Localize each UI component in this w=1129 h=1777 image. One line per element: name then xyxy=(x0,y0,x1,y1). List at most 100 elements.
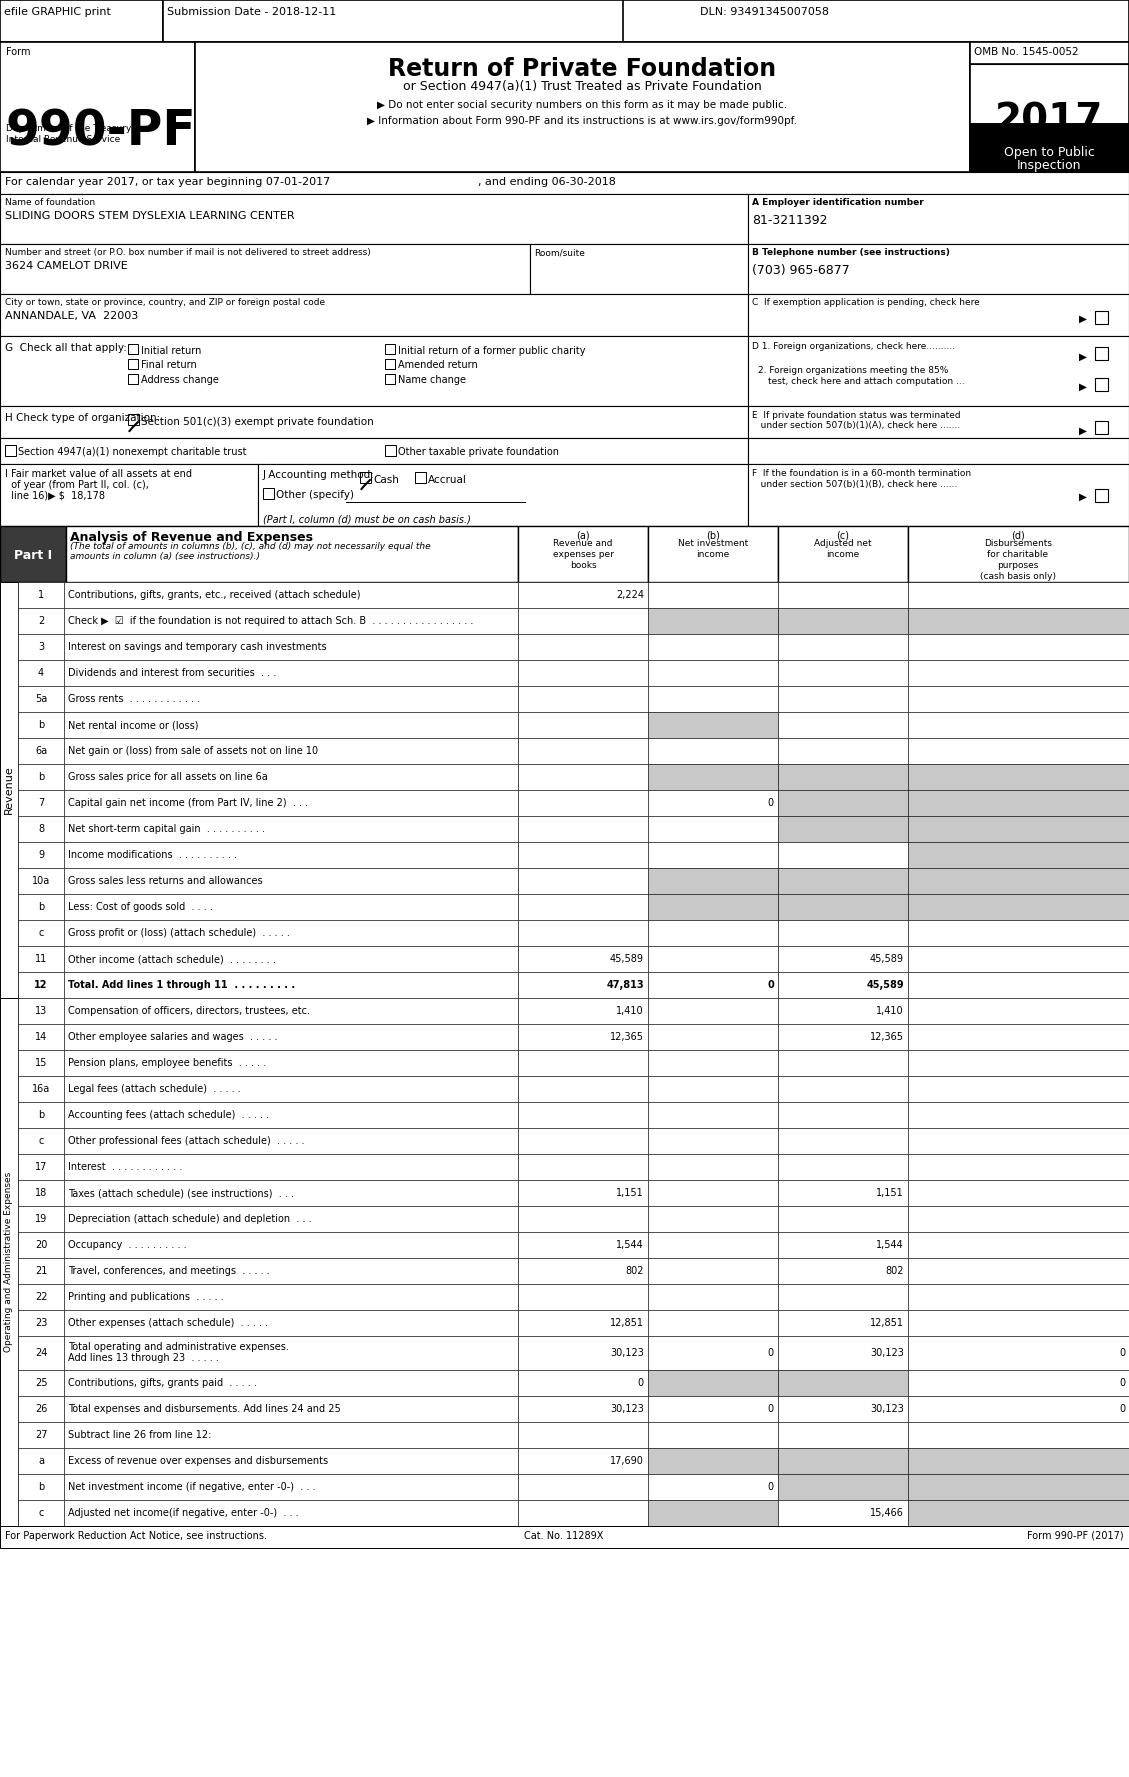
Bar xyxy=(648,842,778,867)
Bar xyxy=(64,1473,518,1500)
Bar xyxy=(0,194,749,243)
Text: Capital gain net income (from Part IV, line 2)  . . .: Capital gain net income (from Part IV, l… xyxy=(68,798,308,809)
Text: test, check here and attach computation ...: test, check here and attach computation … xyxy=(768,377,964,386)
Bar xyxy=(908,737,1129,764)
Text: Travel, conferences, and meetings  . . . . .: Travel, conferences, and meetings . . . … xyxy=(68,1265,270,1276)
Bar xyxy=(908,764,1129,791)
Text: of year (from Part II, col. (c),: of year (from Part II, col. (c), xyxy=(5,480,149,490)
Text: DLN: 93491345007058: DLN: 93491345007058 xyxy=(700,7,829,18)
Bar xyxy=(18,1336,64,1370)
Text: 12,851: 12,851 xyxy=(610,1319,644,1327)
Text: income: income xyxy=(697,551,729,560)
Bar xyxy=(18,894,64,920)
Text: Section 4947(a)(1) nonexempt charitable trust: Section 4947(a)(1) nonexempt charitable … xyxy=(18,448,246,457)
Bar xyxy=(18,1448,64,1473)
Bar xyxy=(648,608,778,634)
Text: Other income (attach schedule)  . . . . . . . .: Other income (attach schedule) . . . . .… xyxy=(68,954,275,963)
Bar xyxy=(518,608,648,634)
Bar xyxy=(18,737,64,764)
Bar xyxy=(18,1207,64,1231)
Bar xyxy=(778,1422,908,1448)
Bar xyxy=(908,972,1129,999)
Bar xyxy=(908,1397,1129,1422)
Bar xyxy=(648,867,778,894)
Text: 990-PF: 990-PF xyxy=(5,107,195,155)
Text: F  If the foundation is in a 60-month termination: F If the foundation is in a 60-month ter… xyxy=(752,469,971,478)
Bar xyxy=(778,1231,908,1258)
Bar xyxy=(970,64,1129,124)
Text: (c): (c) xyxy=(837,530,849,540)
Text: b: b xyxy=(38,903,44,912)
Bar xyxy=(778,1336,908,1370)
Text: 802: 802 xyxy=(885,1265,904,1276)
Text: 1,151: 1,151 xyxy=(876,1189,904,1198)
Text: Net investment: Net investment xyxy=(677,538,749,547)
Bar xyxy=(908,816,1129,842)
Bar xyxy=(518,816,648,842)
Bar xyxy=(64,1397,518,1422)
Text: B Telephone number (see instructions): B Telephone number (see instructions) xyxy=(752,249,949,258)
Bar xyxy=(18,764,64,791)
Bar xyxy=(648,1500,778,1526)
Bar xyxy=(648,1473,778,1500)
Text: amounts in column (a) (see instructions).): amounts in column (a) (see instructions)… xyxy=(70,553,260,562)
Text: ▶ Do not enter social security numbers on this form as it may be made public.: ▶ Do not enter social security numbers o… xyxy=(377,100,787,110)
Text: Compensation of officers, directors, trustees, etc.: Compensation of officers, directors, tru… xyxy=(68,1006,310,1016)
Bar xyxy=(908,1336,1129,1370)
Text: Revenue: Revenue xyxy=(5,766,14,814)
Bar xyxy=(360,473,371,483)
Text: ANNANDALE, VA  22003: ANNANDALE, VA 22003 xyxy=(5,311,138,322)
Text: 24: 24 xyxy=(35,1349,47,1358)
Bar xyxy=(908,1050,1129,1077)
Bar xyxy=(64,791,518,816)
Text: or Section 4947(a)(1) Trust Treated as Private Foundation: or Section 4947(a)(1) Trust Treated as P… xyxy=(403,80,761,92)
Bar xyxy=(0,437,749,464)
Text: 18: 18 xyxy=(35,1189,47,1198)
Bar xyxy=(908,1448,1129,1473)
Bar xyxy=(18,1370,64,1397)
Bar xyxy=(749,437,1129,464)
Text: 0: 0 xyxy=(768,798,774,809)
Text: Contributions, gifts, grants, etc., received (attach schedule): Contributions, gifts, grants, etc., rece… xyxy=(68,590,360,601)
Bar xyxy=(64,1207,518,1231)
Bar xyxy=(778,1370,908,1397)
Bar xyxy=(518,686,648,713)
Text: Cash: Cash xyxy=(373,474,399,485)
Bar xyxy=(778,659,908,686)
Text: 0: 0 xyxy=(768,1404,774,1414)
Bar xyxy=(18,659,64,686)
Bar xyxy=(518,972,648,999)
Text: 30,123: 30,123 xyxy=(870,1349,904,1358)
Text: 22: 22 xyxy=(35,1292,47,1303)
Text: Net gain or (loss) from sale of assets not on line 10: Net gain or (loss) from sale of assets n… xyxy=(68,746,318,755)
Bar xyxy=(128,414,139,425)
Bar xyxy=(908,526,1129,583)
Bar xyxy=(0,172,1129,194)
Bar xyxy=(18,1397,64,1422)
Bar xyxy=(970,43,1129,172)
Bar xyxy=(64,737,518,764)
Text: 1,151: 1,151 xyxy=(616,1189,644,1198)
Bar xyxy=(518,1050,648,1077)
Text: Name change: Name change xyxy=(399,375,466,386)
Text: Final return: Final return xyxy=(141,361,196,370)
Bar xyxy=(1095,421,1108,434)
Text: for charitable: for charitable xyxy=(988,551,1049,560)
Bar xyxy=(908,894,1129,920)
Bar xyxy=(778,1050,908,1077)
Bar xyxy=(778,608,908,634)
Text: 11: 11 xyxy=(35,954,47,963)
Bar xyxy=(518,920,648,945)
Bar xyxy=(778,867,908,894)
Text: expenses per: expenses per xyxy=(552,551,613,560)
Bar xyxy=(64,894,518,920)
Bar xyxy=(18,1128,64,1153)
Bar xyxy=(64,1285,518,1310)
Text: 12: 12 xyxy=(34,979,47,990)
Text: 0: 0 xyxy=(768,1349,774,1358)
Text: 0: 0 xyxy=(1119,1349,1124,1358)
Bar xyxy=(64,713,518,737)
Bar xyxy=(648,737,778,764)
Text: 17,690: 17,690 xyxy=(610,1455,644,1466)
Text: Name of foundation: Name of foundation xyxy=(5,197,95,206)
